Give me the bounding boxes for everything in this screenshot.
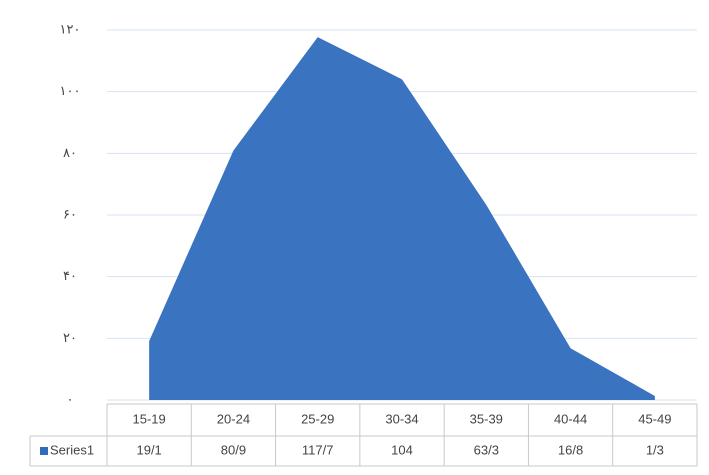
legend-swatch (40, 447, 48, 455)
data-label: 80/9 (221, 442, 246, 457)
data-label: 1/3 (646, 442, 664, 457)
x-tick-label: 25-29 (301, 411, 334, 426)
data-label: 117/7 (302, 442, 334, 457)
data-label: 16/8 (558, 442, 583, 457)
x-tick-label: 20-24 (217, 411, 250, 426)
data-label: 104 (391, 442, 413, 457)
y-tick-label: ۶۰ (63, 206, 77, 221)
x-tick-label: 15-19 (133, 411, 166, 426)
x-tick-label: 45-49 (638, 411, 671, 426)
data-label: 19/1 (136, 442, 161, 457)
x-tick-label: 30-34 (385, 411, 418, 426)
chart: ۰ ۲۰ ۴۰ ۶۰ ۸۰ ۱۰۰ ۱۲۰ 15-19 20-24 25-29 30-34 35-39… (0, 0, 709, 475)
y-tick-label: ۸۰ (63, 145, 77, 160)
y-tick-label: ۰ (67, 391, 74, 406)
data-label: 63/3 (474, 442, 499, 457)
y-tick-label: ۴۰ (63, 268, 77, 283)
x-tick-label: 35-39 (470, 411, 503, 426)
legend-label: Series1 (50, 442, 94, 457)
x-tick-label: 40-44 (554, 411, 587, 426)
y-tick-label: ۱۰۰ (60, 83, 81, 98)
y-tick-label: ۱۲۰ (60, 21, 81, 36)
y-tick-label: ۲۰ (63, 330, 77, 345)
